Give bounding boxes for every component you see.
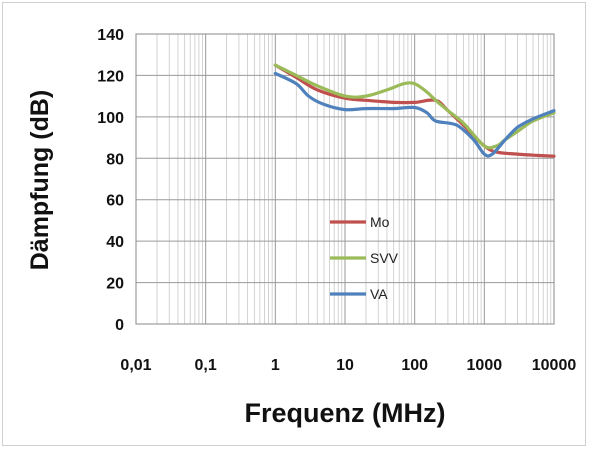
series-line-va [273,71,556,158]
legend: Mo SVV VA [330,214,399,302]
y-tick-label: 60 [106,193,124,210]
y-tick-label: 120 [97,68,124,85]
tick-labels: 0 20 40 60 80 100 120 140 0,01 0,1 1 10 100 1000 10000 [97,27,576,374]
plot-area-border [135,33,555,325]
x-axis-title: Frequenz (MHz) [245,398,446,428]
y-tick-label: 40 [106,234,124,251]
x-tick-label: 0,01 [120,357,151,374]
grid [135,33,555,325]
x-tick-label: 1 [271,357,280,374]
y-tick-label: 140 [97,27,124,44]
series-lines [273,63,556,158]
y-tick-label: 20 [106,276,124,293]
x-tick-label: 0,1 [195,357,217,374]
legend-label-mo: Mo [370,214,390,230]
legend-label-svv: SVV [370,250,399,266]
y-tick-label: 80 [106,151,124,168]
y-tick-label: 0 [115,317,124,334]
y-axis-title: Dämpfung (dB) [26,90,54,271]
legend-label-va: VA [370,286,388,302]
x-tick-label: 10 [336,357,354,374]
x-tick-label: 1000 [467,357,503,374]
y-tick-label: 100 [97,110,124,127]
x-tick-label: 100 [401,357,428,374]
x-tick-label: 10000 [532,357,577,374]
